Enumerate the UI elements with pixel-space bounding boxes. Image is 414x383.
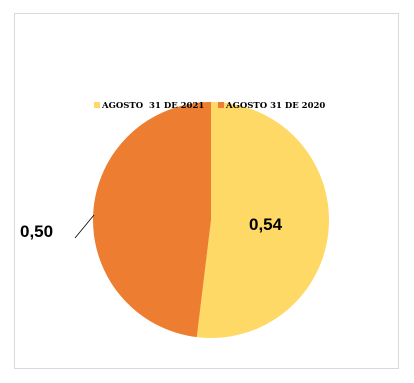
legend-swatch-2020: [218, 102, 224, 108]
data-label-2021: 0,54: [249, 215, 283, 234]
data-label-leader-line: [74, 214, 95, 239]
data-label-2020: 0,50: [20, 222, 53, 241]
legend-swatch-2021: [94, 102, 100, 108]
pie-slice-1: [93, 102, 211, 338]
legend-label-2020: AGOSTO 31 DE 2020: [225, 101, 325, 111]
pie-slices: [93, 102, 330, 338]
pie-slice-0: [196, 102, 330, 338]
legend: AGOSTO 31 DE 2021 AGOSTO 31 DE 2020: [94, 101, 325, 111]
legend-label-2021: AGOSTO 31 DE 2021: [101, 101, 204, 111]
